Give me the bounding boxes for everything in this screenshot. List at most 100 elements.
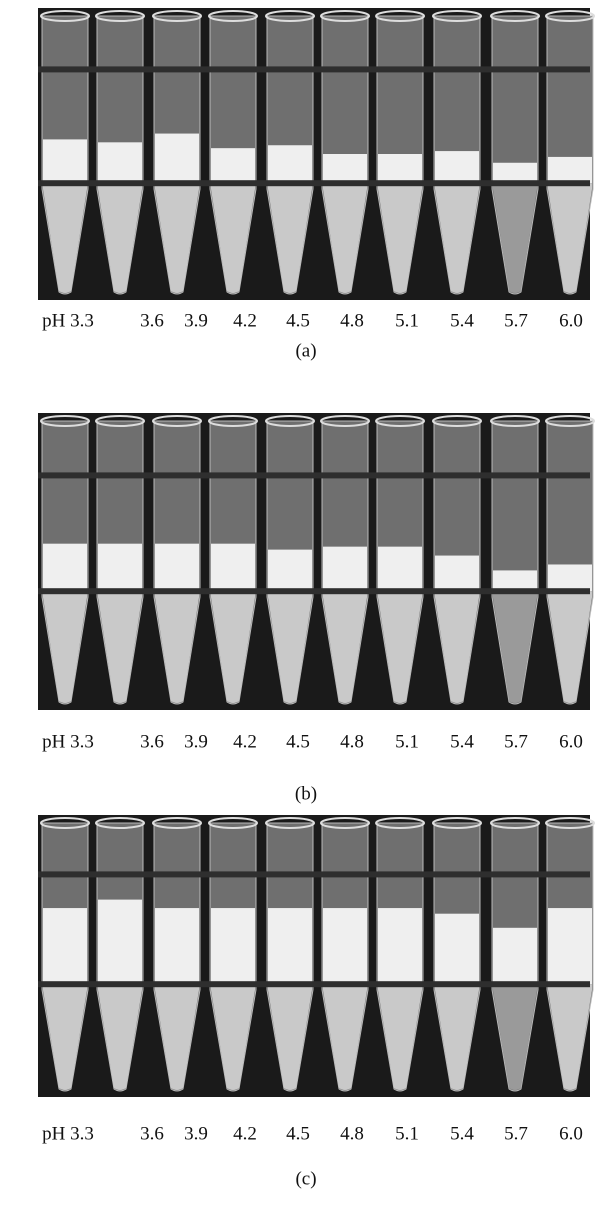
ph-label: 3.9 [184, 731, 208, 752]
serum-layer [493, 984, 537, 1090]
tube-rim [490, 817, 540, 829]
ph-label: 6.0 [559, 1123, 583, 1144]
serum-layer [268, 183, 312, 293]
serum-layer [378, 183, 422, 293]
serum-layer [43, 591, 87, 703]
panel-caption: (c) [295, 1168, 316, 1189]
cream-layer [378, 546, 422, 592]
serum-layer [493, 183, 537, 293]
tube-rim [320, 817, 370, 829]
cream-layer [323, 154, 367, 184]
serum-layer [435, 984, 479, 1090]
ph-label: 5.4 [450, 731, 474, 752]
cream-layer [435, 555, 479, 592]
serum-layer [323, 984, 367, 1090]
serum-layer [323, 591, 367, 703]
serum-layer [155, 984, 199, 1090]
panel-caption: (a) [295, 340, 316, 361]
ph-label: 6.0 [559, 731, 583, 752]
ph-label: 5.4 [450, 1123, 474, 1144]
ph-label: 5.4 [450, 310, 474, 331]
serum-layer [155, 591, 199, 703]
serum-layer [548, 984, 592, 1090]
ph-label: 5.1 [395, 731, 419, 752]
rack-bar [38, 588, 590, 595]
tube-rim [265, 415, 315, 427]
ph-label: 3.6 [140, 310, 164, 331]
cream-layer [493, 927, 537, 985]
tube-rim [265, 10, 315, 22]
tube-rim [375, 817, 425, 829]
tube-rim [375, 10, 425, 22]
ph-label: 5.1 [395, 1123, 419, 1144]
ph-label: 4.5 [286, 1123, 310, 1144]
serum-layer [98, 984, 142, 1090]
cream-layer [98, 543, 142, 592]
cream-layer [493, 570, 537, 592]
tube-rim [95, 415, 145, 427]
cream-layer [548, 156, 592, 184]
cream-layer [323, 546, 367, 592]
cream-layer [435, 913, 479, 985]
serum-layer [211, 183, 255, 293]
tube-rim [375, 415, 425, 427]
tube-rim [320, 10, 370, 22]
ph-label: 6.0 [559, 310, 583, 331]
tube-rim [152, 10, 202, 22]
cream-layer [323, 908, 367, 985]
serum-layer [98, 591, 142, 703]
ph-label: 3.9 [184, 1123, 208, 1144]
tube-rim [545, 817, 595, 829]
ph-label: 5.7 [504, 1123, 528, 1144]
serum-layer [268, 984, 312, 1090]
serum-layer [98, 183, 142, 293]
photo-panel [38, 815, 595, 1097]
cream-layer [378, 908, 422, 985]
serum-layer [548, 591, 592, 703]
tube-rim [40, 10, 90, 22]
tube-rim [40, 817, 90, 829]
photo-panel [38, 8, 595, 300]
tube-rim [265, 817, 315, 829]
serum-layer [211, 591, 255, 703]
tube-rim [208, 10, 258, 22]
tube-rim [490, 10, 540, 22]
ph-label: 4.8 [340, 731, 364, 752]
ph-label: 5.7 [504, 310, 528, 331]
ph-label: 4.2 [233, 1123, 257, 1144]
serum-layer [493, 591, 537, 703]
serum-layer [43, 183, 87, 293]
tube-rim [432, 415, 482, 427]
ph-label: 3.9 [184, 310, 208, 331]
cream-layer [155, 133, 199, 184]
ph-label: 3.6 [140, 731, 164, 752]
cream-layer [43, 543, 87, 592]
ph-label: 5.7 [504, 731, 528, 752]
cream-layer [98, 142, 142, 184]
tube-rim [545, 415, 595, 427]
cream-layer [268, 145, 312, 184]
serum-layer [211, 984, 255, 1090]
cream-layer [493, 162, 537, 184]
cream-layer [43, 908, 87, 985]
ph-label: 4.8 [340, 310, 364, 331]
cream-layer [268, 908, 312, 985]
rack-bar [38, 472, 590, 479]
tube-rim [432, 10, 482, 22]
cream-layer [268, 549, 312, 592]
serum-layer [155, 183, 199, 293]
cream-layer [155, 543, 199, 592]
cream-layer [548, 564, 592, 592]
cream-layer [155, 908, 199, 985]
serum-layer [435, 183, 479, 293]
serum-layer [43, 984, 87, 1090]
tube-rim [208, 415, 258, 427]
rack-bar [38, 981, 590, 988]
serum-layer [378, 591, 422, 703]
ph-label: 4.8 [340, 1123, 364, 1144]
photo-panel [38, 413, 595, 710]
rack-bar [38, 871, 590, 878]
cream-layer [211, 908, 255, 985]
tube-rim [490, 415, 540, 427]
